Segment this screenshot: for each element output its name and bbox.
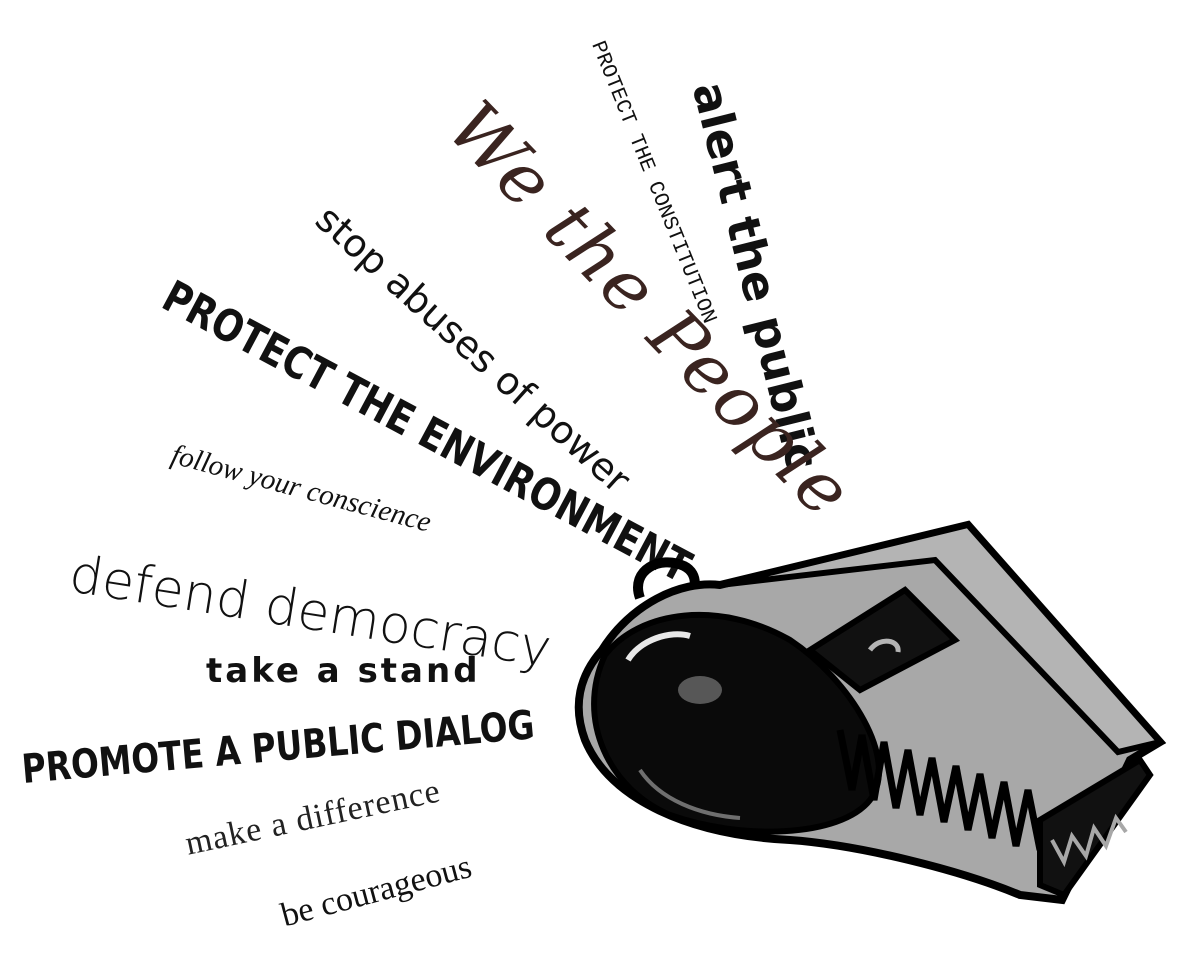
whistle-teeth <box>836 729 1044 851</box>
whistle-barrel <box>591 612 882 835</box>
take-a-stand-text: take a stand <box>206 651 481 691</box>
whistle-top-face <box>719 521 1166 756</box>
